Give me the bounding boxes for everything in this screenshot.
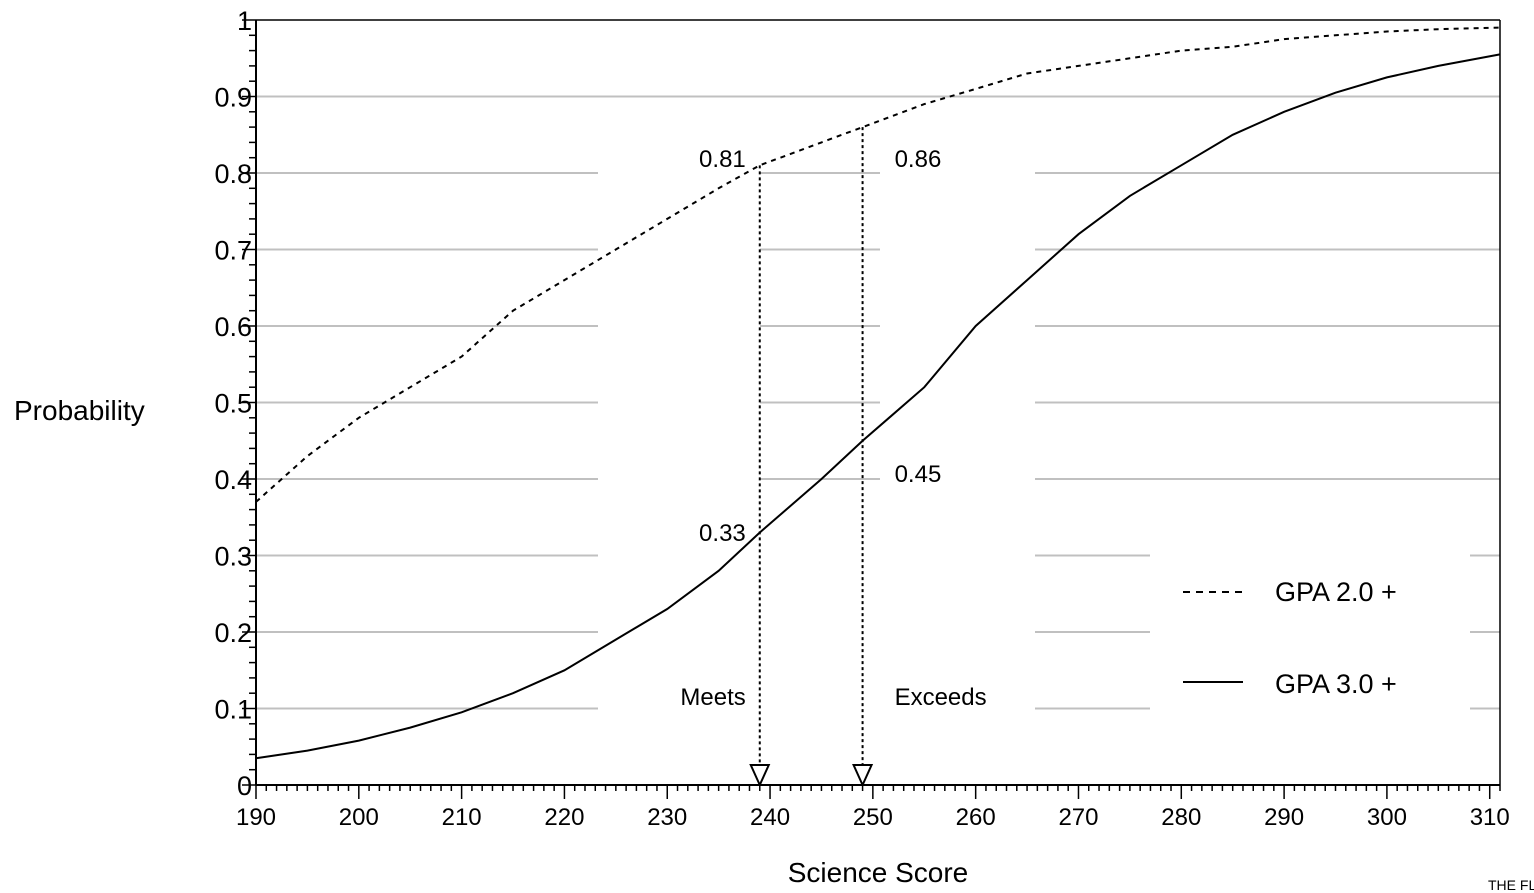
x-tick-label-1: 200 xyxy=(339,804,379,831)
label-meets-gpa2: 0.81 xyxy=(699,146,746,173)
label-meets: Meets xyxy=(680,684,745,711)
y-tick-label-6: 0.6 xyxy=(214,312,252,342)
x-tick-label-8: 270 xyxy=(1058,804,1098,831)
series-line-gpa3 xyxy=(255,53,1501,760)
x-tick-label-5: 240 xyxy=(750,804,790,831)
y-tick-label-4: 0.4 xyxy=(214,465,252,495)
y-tick-label-3: 0.3 xyxy=(214,542,252,572)
x-tick-label-12: 310 xyxy=(1470,804,1510,831)
y-tick-label-10: 1 xyxy=(237,6,252,36)
x-tick-label-4: 230 xyxy=(647,804,687,831)
y-tick-label-9: 0.9 xyxy=(214,83,252,113)
y-axis-title: Probability xyxy=(14,395,145,426)
y-tick-label-0: 0 xyxy=(237,771,252,801)
legend-label-gpa3: GPA 3.0 + xyxy=(1275,669,1397,699)
x-tick-label-9: 280 xyxy=(1161,804,1201,831)
y-tick-label-8: 0.8 xyxy=(214,159,252,189)
axes: 0 0.1 0.2 0.3 0.4 0.5 0.6 0.7 0.8 0.9 1 190 200 210 22… xyxy=(214,6,1509,831)
legend: GPA 2.0 + GPA 3.0 + xyxy=(1183,577,1397,699)
gridlines xyxy=(256,95,1500,710)
x-tick-label-10: 290 xyxy=(1264,804,1304,831)
x-tick-label-0: 190 xyxy=(236,804,276,831)
label-meets-gpa3: 0.33 xyxy=(699,520,746,547)
series-lines xyxy=(255,26,1501,760)
legend-label-gpa2: GPA 2.0 + xyxy=(1275,577,1397,607)
y-tick-label-7: 0.7 xyxy=(214,236,252,266)
series-line-gpa2 xyxy=(255,26,1501,503)
footer-text: THE FL xyxy=(1488,877,1534,893)
y-tick-label-1: 0.1 xyxy=(214,695,252,725)
x-tick-label-3: 220 xyxy=(544,804,584,831)
annotations: 0.81 0.33 Meets 0.86 0.45 Exceeds xyxy=(680,127,987,788)
x-tick-label-7: 260 xyxy=(956,804,996,831)
y-tick-label-5: 0.5 xyxy=(214,389,252,419)
x-tick-label-6: 250 xyxy=(853,804,893,831)
cut-arrow-exceeds xyxy=(852,764,874,788)
label-exceeds-gpa2: 0.86 xyxy=(895,146,942,173)
y-tick-label-2: 0.2 xyxy=(214,618,252,648)
cut-arrow-meets xyxy=(749,764,771,788)
x-axis-title: Science Score xyxy=(788,857,969,888)
x-tick-label-11: 300 xyxy=(1367,804,1407,831)
x-tick-label-2: 210 xyxy=(442,804,482,831)
label-exceeds: Exceeds xyxy=(895,684,987,711)
label-exceeds-gpa3: 0.45 xyxy=(895,461,942,488)
